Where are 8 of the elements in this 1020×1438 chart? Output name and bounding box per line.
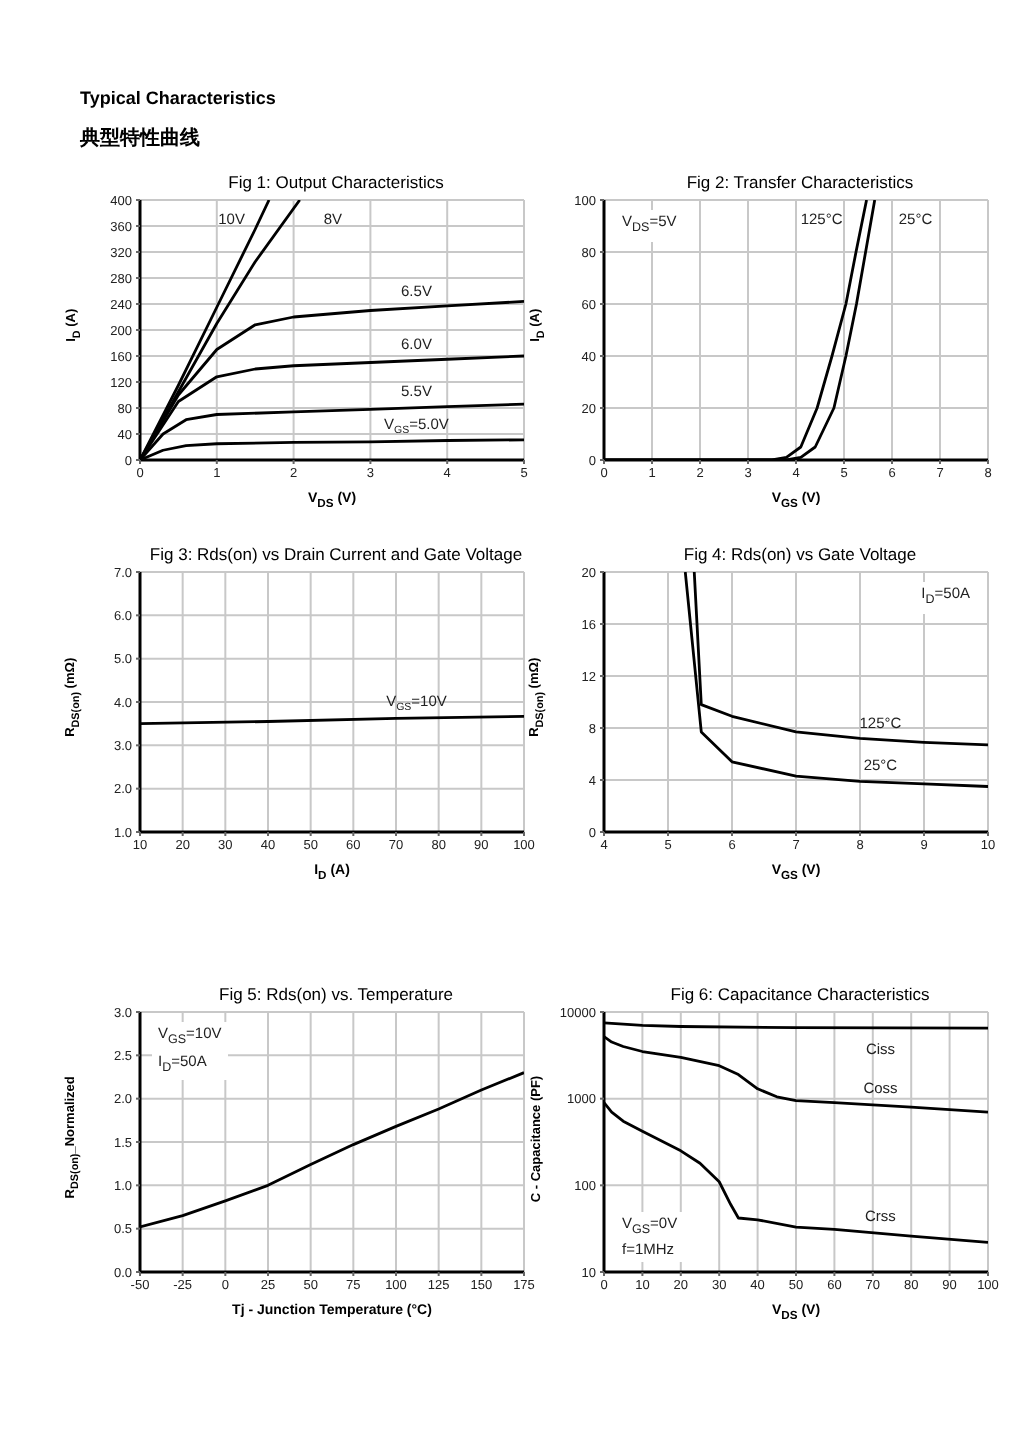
- text: Typical Characteristics: [80, 88, 276, 108]
- text: 典型特性曲线: [80, 125, 200, 152]
- chart-title: Fig 2: Transfer Characteristics: [684, 170, 916, 192]
- chart-title: Fig 5: Rds(on) vs. Temperature: [217, 982, 455, 1004]
- chart-title: Fig 4: Rds(on) vs Gate Voltage: [681, 542, 919, 564]
- chart-title: Fig 3: Rds(on) vs Drain Current and Gate Voltage: [147, 542, 525, 564]
- chart-title: Fig 6: Capacitance Characteristics: [668, 982, 932, 1004]
- chart-title: Fig 1: Output Characteristics: [226, 170, 446, 192]
